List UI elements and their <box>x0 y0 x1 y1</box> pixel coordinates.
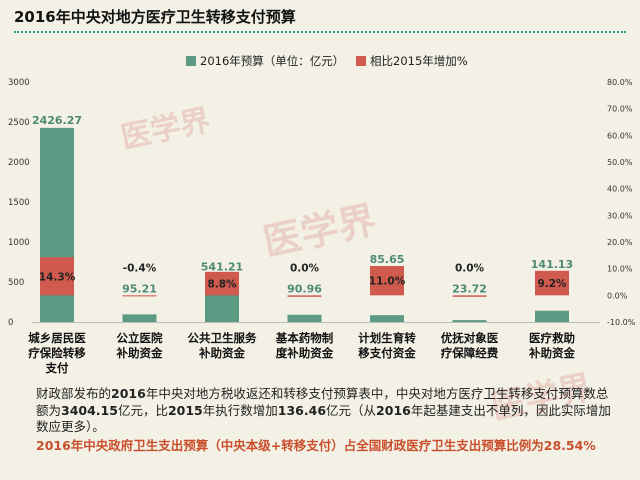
data-label-growth: 8.8% <box>207 279 237 291</box>
summary-increase: 136.46 <box>277 402 327 418</box>
y-right-tick-label: -10.0% <box>607 318 636 327</box>
x-category-label: 优抚对象医 <box>441 331 499 345</box>
y-left-tick-label: 2500 <box>8 118 30 128</box>
x-category-label: 计划生育转 <box>358 331 416 345</box>
y-right-tick-label: 0.0% <box>607 291 628 300</box>
y-right-tick-label: 40.0% <box>607 185 633 194</box>
y-left-tick-label: 3000 <box>8 78 30 88</box>
y-left-tick-label: 500 <box>8 278 24 288</box>
x-category-label: 公立医院 <box>117 331 163 345</box>
bar-budget <box>122 314 157 322</box>
legend-swatch-growth <box>356 56 366 66</box>
y-right-tick-label: 80.0% <box>607 78 633 87</box>
summary-text: 亿元，比 <box>117 402 168 418</box>
summary-text: 年中央对地方税收返还和转移支付预算表中，中央对地方医疗卫生转移支付预算数总额为 <box>36 386 609 418</box>
summary-text: 年执行数增加 <box>202 402 278 418</box>
data-label-budget: 2426.27 <box>32 114 82 127</box>
bar-budget <box>287 314 322 322</box>
x-category-label: 疗保障经费 <box>441 346 499 360</box>
bar-growth <box>452 295 487 297</box>
x-category-label: 基本药物制 <box>275 331 334 345</box>
data-label-growth: 9.2% <box>537 278 567 290</box>
legend-label-growth: 相比2015年增加% <box>370 54 468 68</box>
data-label-budget: 23.72 <box>452 282 487 295</box>
bar-budget <box>535 310 569 322</box>
summary-year: 2016 <box>376 402 411 418</box>
x-category-label: 公共卫生服务 <box>188 331 257 345</box>
x-category-label: 疗保险转移 <box>28 346 86 360</box>
title-divider <box>14 31 626 33</box>
bar-growth <box>40 257 74 296</box>
data-label-budget: 85.65 <box>370 253 405 266</box>
y-right-tick-label: 50.0% <box>607 158 633 167</box>
x-category-label: 支付 <box>45 361 69 375</box>
y-left-tick-label: 1500 <box>8 198 30 208</box>
bar-budget <box>370 315 404 322</box>
data-label-growth: 0.0% <box>455 262 485 274</box>
x-category-label: 补助资金 <box>528 346 575 360</box>
data-label-budget: 141.13 <box>531 258 573 271</box>
summary-paragraph: 财政部发布的2016年中央对地方税收返还和转移支付预算表中，中央对地方医疗卫生转… <box>36 386 616 436</box>
data-label-growth: 14.3% <box>39 271 76 283</box>
legend-label-budget: 2016年预算（单位：亿元） <box>200 54 344 68</box>
y-right-tick-label: 20.0% <box>607 238 633 247</box>
data-label-growth: -0.4% <box>123 262 157 274</box>
y-left-tick-label: 2000 <box>8 158 30 168</box>
highlight-statement: 2016年中央政府卫生支出预算（中央本级+转移支付）占全国财政医疗卫生支出预算比… <box>36 438 596 453</box>
bar-growth <box>535 270 569 296</box>
bar-growth <box>122 295 157 297</box>
bar-growth <box>205 271 239 296</box>
y-right-tick-label: 10.0% <box>607 265 633 274</box>
data-label-growth: 11.0% <box>369 276 406 288</box>
y-right-tick-label: 70.0% <box>607 105 633 114</box>
summary-year: 2016 <box>111 386 146 401</box>
data-label-budget: 95.21 <box>122 282 157 295</box>
legend-swatch-budget <box>186 56 196 66</box>
data-label-budget: 90.96 <box>287 282 322 295</box>
x-category-label: 度补助资金 <box>276 346 334 360</box>
data-label-growth: 0.0% <box>290 262 320 274</box>
summary-text: 亿元（从 <box>326 402 377 418</box>
summary-year: 2015 <box>167 402 203 418</box>
summary-text: 年起基建支出不单列，因此实际增加数应更多）。 <box>36 402 611 435</box>
x-category-label: 补助资金 <box>198 346 245 360</box>
x-category-label: 医疗救助 <box>529 331 575 345</box>
y-right-tick-label: 60.0% <box>607 131 633 140</box>
data-label-budget: 541.21 <box>201 261 243 274</box>
y-left-tick-label: 1000 <box>8 238 30 248</box>
summary-total: 3404.15 <box>61 402 118 418</box>
x-category-label: 移支付资金 <box>358 346 416 360</box>
bar-budget <box>452 320 487 322</box>
y-left-tick-label: 0 <box>8 318 13 328</box>
chart-title: 2016年中央对地方医疗卫生转移支付预算 <box>14 8 296 26</box>
y-right-tick-label: 30.0% <box>607 211 633 220</box>
x-category-label: 城乡居民医 <box>28 331 86 345</box>
summary-text: 财政部发布的 <box>36 386 112 401</box>
bar-growth <box>370 266 404 296</box>
bar-growth <box>287 295 322 297</box>
x-category-label: 补助资金 <box>116 346 163 360</box>
